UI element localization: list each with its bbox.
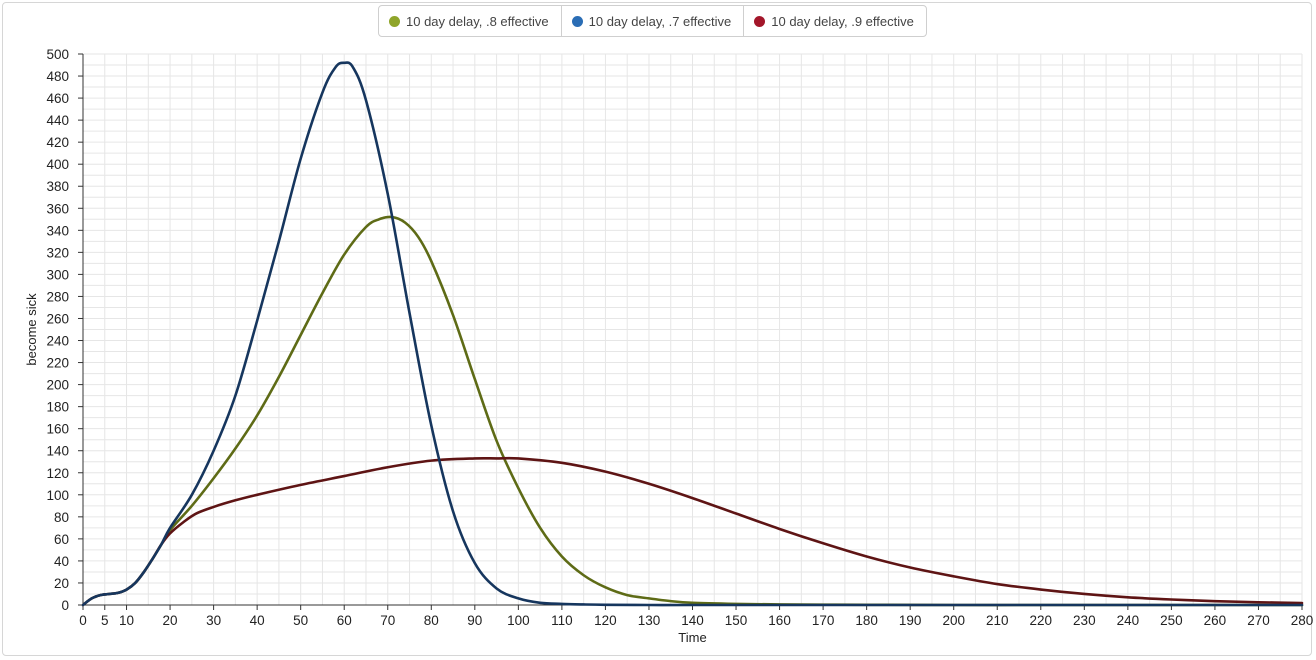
series-line-2[interactable] [81, 61, 1304, 607]
x-tick-label: 160 [768, 613, 791, 628]
y-tick-label: 100 [46, 488, 69, 503]
x-tick-label: 150 [725, 613, 748, 628]
x-tick-label: 210 [986, 613, 1009, 628]
y-tick-label: 40 [54, 554, 69, 569]
y-tick-label: 500 [46, 47, 69, 62]
x-tick-label: 40 [250, 613, 265, 628]
y-tick-label: 460 [46, 91, 69, 106]
y-tick-label: 480 [46, 69, 69, 84]
x-tick-label: 200 [942, 613, 965, 628]
x-tick-label: 250 [1160, 613, 1183, 628]
y-tick-label: 300 [46, 267, 69, 282]
legend-marker-series-3 [754, 15, 766, 27]
legend-label-series-3: 10 day delay, .9 effective [771, 13, 914, 29]
x-tick-label: 70 [380, 613, 395, 628]
y-tick-label: 160 [46, 422, 69, 437]
y-tick-label: 240 [46, 334, 69, 349]
y-tick-label: 60 [54, 532, 69, 547]
x-tick-label: 230 [1073, 613, 1096, 628]
legend-marker-series-2 [571, 15, 583, 27]
y-tick-label: 320 [46, 245, 69, 260]
x-tick-label: 5 [101, 613, 109, 628]
y-tick-label: 20 [54, 576, 69, 591]
legend-marker-series-1 [389, 15, 400, 27]
y-tick-label: 380 [46, 179, 69, 194]
x-tick-label: 80 [424, 613, 439, 628]
chart-legend: 10 day delay, .8 effective 10 day delay,… [378, 5, 927, 37]
legend-label-series-1: 10 day delay, .8 effective [406, 13, 549, 29]
x-tick-label: 180 [855, 613, 878, 628]
x-tick-label: 190 [899, 613, 922, 628]
y-tick-label: 400 [46, 157, 69, 172]
x-tick-label: 240 [1117, 613, 1140, 628]
x-tick-label: 260 [1204, 613, 1227, 628]
y-tick-label: 120 [46, 466, 69, 481]
axes: 0 5 10 20 30 40 50 60 70 80 90 100 110 120 130 140 150 16… [46, 47, 1313, 628]
grid-lines [82, 53, 1303, 606]
y-tick-label: 260 [46, 311, 69, 326]
x-tick-label: 140 [681, 613, 704, 628]
y-tick-label: 220 [46, 356, 69, 371]
y-tick-label: 0 [61, 598, 69, 613]
x-tick-label: 270 [1247, 613, 1270, 628]
y-tick-label: 280 [46, 289, 69, 304]
y-tick-label: 80 [54, 510, 69, 525]
legend-item-series-2[interactable]: 10 day delay, .7 effective [560, 6, 744, 36]
x-tick-label: 120 [594, 613, 617, 628]
legend-label-series-2: 10 day delay, .7 effective [588, 13, 732, 29]
x-tick-label: 0 [79, 613, 87, 628]
y-tick-label: 440 [46, 113, 69, 128]
legend-item-series-1[interactable]: 10 day delay, .8 effective [379, 6, 561, 36]
x-tick-label: 130 [638, 613, 661, 628]
y-axis-title: become sick [24, 293, 39, 366]
y-tick-label: 200 [46, 378, 69, 393]
x-tick-label: 90 [467, 613, 482, 628]
x-tick-label: 100 [507, 613, 530, 628]
x-tick-label: 280 [1291, 613, 1314, 628]
x-tick-label: 220 [1030, 613, 1053, 628]
x-tick-label: 170 [812, 613, 835, 628]
y-tick-label: 340 [46, 223, 69, 238]
x-tick-label: 110 [551, 613, 573, 628]
y-tick-label: 360 [46, 201, 69, 216]
series-lines [81, 61, 1304, 607]
x-axis-title: Time [678, 630, 706, 645]
x-tick-label: 20 [163, 613, 178, 628]
x-tick-label: 60 [337, 613, 352, 628]
y-tick-label: 140 [46, 444, 69, 459]
y-tick-label: 180 [46, 400, 69, 415]
legend-item-series-3[interactable]: 10 day delay, .9 effective [743, 6, 926, 36]
x-tick-label: 50 [293, 613, 308, 628]
y-tick-label: 420 [46, 135, 69, 150]
x-tick-label: 30 [206, 613, 221, 628]
x-tick-label: 10 [119, 613, 134, 628]
